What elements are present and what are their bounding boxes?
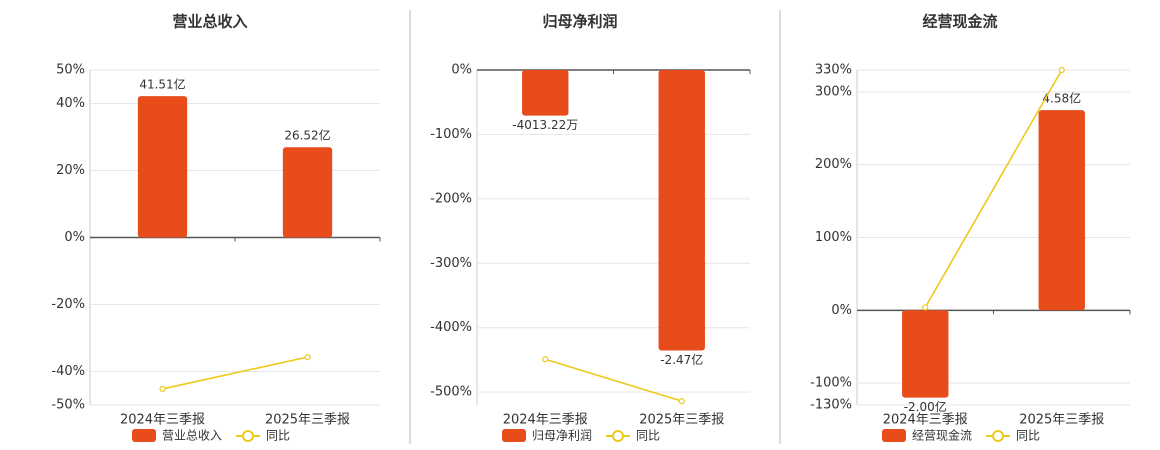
y-tick-label: -500% <box>430 385 472 400</box>
line-point <box>542 356 549 363</box>
y-tick-label: -100% <box>810 376 852 391</box>
value-label: 4.58亿 <box>1042 91 1081 106</box>
legend-label: 同比 <box>266 429 290 443</box>
line-point <box>1058 66 1065 74</box>
bar <box>658 70 705 351</box>
chart-title: 归母净利润 <box>542 13 617 31</box>
value-label: -4013.22万 <box>512 118 578 132</box>
x-tick-label: 2024年三季报 <box>883 413 968 428</box>
y-tick-label: -400% <box>430 320 472 335</box>
legend-swatch <box>882 429 906 442</box>
y-tick-label: 20% <box>56 163 85 178</box>
x-tick-label: 2024年三季报 <box>120 413 205 428</box>
y-tick-label: 330% <box>815 63 852 78</box>
legend-marker <box>612 430 625 442</box>
line-point <box>304 353 311 361</box>
bar <box>282 147 333 238</box>
y-tick-label: -40% <box>51 364 85 379</box>
legend-label: 归母净利润 <box>532 429 592 443</box>
legend-swatch <box>132 429 156 442</box>
y-tick-label: 200% <box>815 157 852 172</box>
bar <box>902 310 949 398</box>
legend-label: 营业总收入 <box>162 429 222 443</box>
legend-label: 经营现金流 <box>912 428 972 443</box>
y-tick-label: -300% <box>430 256 472 271</box>
bar <box>137 96 188 238</box>
x-tick-label: 2025年三季报 <box>265 413 350 428</box>
bar <box>522 70 569 116</box>
y-tick-label: -200% <box>430 191 472 206</box>
y-tick-label: 0% <box>451 63 472 78</box>
chart-title: 经营现金流 <box>922 13 997 31</box>
y-tick-label: -20% <box>51 297 85 312</box>
x-tick-label: 2025年三季报 <box>639 413 724 428</box>
x-tick-label: 2025年三季报 <box>1019 413 1104 428</box>
value-label: -2.47亿 <box>660 352 703 367</box>
legend-label: 同比 <box>1016 429 1040 443</box>
y-tick-label: -100% <box>430 127 472 142</box>
y-tick-label: 50% <box>56 63 85 78</box>
chart-title: 营业总收入 <box>172 13 247 31</box>
legend-marker <box>992 430 1005 442</box>
line-point <box>678 398 685 405</box>
bar <box>1038 110 1085 311</box>
y-tick-label: 300% <box>815 84 852 99</box>
line <box>162 356 308 390</box>
line-point <box>159 385 166 393</box>
y-tick-label: 40% <box>56 96 85 111</box>
value-label: 26.52亿 <box>284 128 330 143</box>
legend-label: 同比 <box>636 429 660 443</box>
line-point <box>922 304 929 311</box>
legend-swatch <box>502 429 526 442</box>
y-tick-label: 100% <box>815 230 852 245</box>
x-tick-label: 2024年三季报 <box>503 413 588 428</box>
legend-marker <box>242 430 255 442</box>
y-tick-label: 0% <box>64 230 85 245</box>
line <box>545 358 682 402</box>
y-tick-label: -50% <box>51 398 85 413</box>
y-tick-label: 0% <box>831 303 852 318</box>
y-tick-label: -130% <box>810 398 852 413</box>
value-label: 41.51亿 <box>139 77 185 92</box>
value-label: -2.00亿 <box>904 399 947 414</box>
line <box>924 69 1063 308</box>
